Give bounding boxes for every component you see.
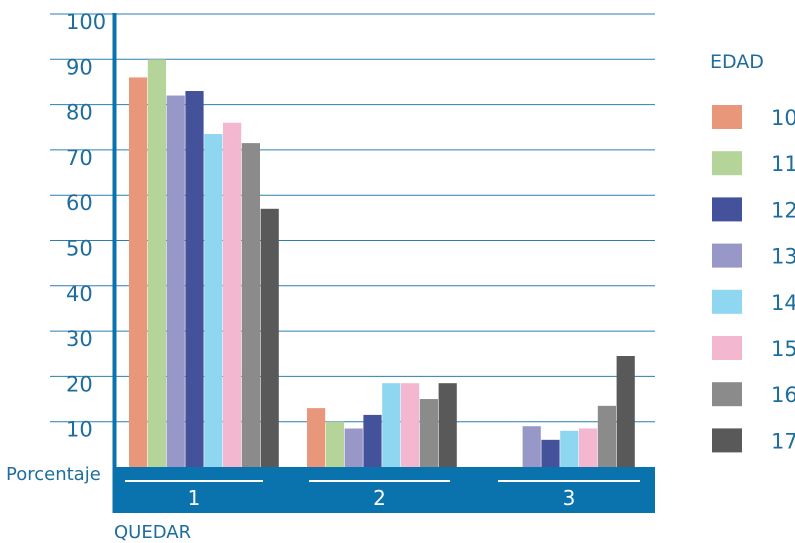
x-category-labels: 1 2 3 xyxy=(125,480,640,510)
bar-3-17 xyxy=(616,356,635,467)
legend-label: 12 xyxy=(771,198,795,222)
bar-1-16 xyxy=(241,143,260,468)
y-tick-label: 30 xyxy=(66,327,93,351)
legend-swatch xyxy=(712,197,742,222)
legend-label: 16 xyxy=(771,383,795,407)
legend-swatch xyxy=(712,428,742,453)
y-tick-label: 60 xyxy=(66,191,93,215)
y-tick-label: 50 xyxy=(66,237,93,261)
bars xyxy=(129,59,635,468)
bar-2-11 xyxy=(325,421,344,467)
legend-label: 15 xyxy=(771,337,795,361)
y-tick-label: 20 xyxy=(66,372,93,396)
legend-swatch xyxy=(712,105,742,129)
bar-1-14 xyxy=(204,134,223,468)
legend-label: 10 xyxy=(771,106,795,130)
bar-1-11 xyxy=(147,59,166,468)
legend-swatch xyxy=(712,243,742,268)
bar-1-17 xyxy=(260,208,279,468)
y-tick-labels: 10 20 30 40 50 60 70 80 90 100 xyxy=(66,10,106,442)
legend-label: 13 xyxy=(771,245,795,269)
legend: 10 11 12 13 14 15 16 17 xyxy=(712,105,795,453)
bar-3-14 xyxy=(560,430,579,467)
legend-label: 11 xyxy=(771,152,795,176)
bar-3-15 xyxy=(579,428,598,467)
x-tick-label: 2 xyxy=(373,486,386,510)
legend-swatch xyxy=(712,382,742,407)
x-axis-title: QUEDAR xyxy=(114,522,191,543)
y-tick-label: 80 xyxy=(66,101,93,125)
bar-1-15 xyxy=(223,122,242,467)
bar-1-12 xyxy=(166,95,185,467)
x-axis-band xyxy=(113,467,655,513)
bar-2-15 xyxy=(401,383,420,467)
bar-2-14 xyxy=(382,383,401,467)
y-tick-label: 10 xyxy=(66,418,93,442)
y-tick-label: 90 xyxy=(66,55,93,79)
bar-2-10 xyxy=(307,408,326,467)
legend-swatch xyxy=(712,151,742,176)
legend-title: EDAD xyxy=(710,51,764,73)
bar-3-13 xyxy=(541,439,560,467)
y-tick-label: 100 xyxy=(66,10,106,34)
bar-1-13 xyxy=(185,91,204,467)
x-tick-label: 3 xyxy=(563,486,576,510)
legend-label: 14 xyxy=(771,291,795,315)
legend-label: 17 xyxy=(771,429,795,453)
bar-2-13 xyxy=(363,414,382,467)
legend-swatch xyxy=(712,289,742,314)
bar-3-12 xyxy=(522,426,541,467)
y-tick-label: 70 xyxy=(66,146,93,170)
bar-2-17 xyxy=(438,383,457,467)
legend-swatch xyxy=(712,336,742,360)
y-axis-title: Porcentaje xyxy=(6,464,101,485)
y-tick-label: 40 xyxy=(66,282,93,306)
x-tick-label: 1 xyxy=(188,486,201,510)
bar-1-10 xyxy=(129,77,148,468)
bar-3-16 xyxy=(597,405,616,467)
bar-2-12 xyxy=(344,428,363,467)
bar-2-16 xyxy=(419,399,438,467)
